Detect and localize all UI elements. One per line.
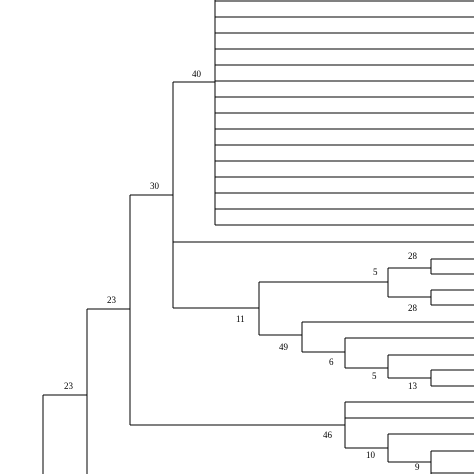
bootstrap-labels: 40 30 23 23 28 5 28 11 49 6 5 13 46 10 9 bbox=[64, 69, 420, 472]
bootstrap-label-node-49: 49 bbox=[279, 342, 289, 352]
bootstrap-label-node-13: 13 bbox=[408, 381, 418, 391]
tree-branches bbox=[42, 0, 474, 474]
bootstrap-label-node-28-lower: 28 bbox=[408, 303, 418, 313]
bootstrap-label-node-23-lower: 23 bbox=[64, 381, 74, 391]
bootstrap-label-node-46: 46 bbox=[323, 430, 333, 440]
bootstrap-label-node-10: 10 bbox=[366, 450, 376, 460]
bootstrap-label-node-11: 11 bbox=[236, 314, 245, 324]
bootstrap-label-node-5-upper: 5 bbox=[373, 267, 378, 277]
bootstrap-label-node-5-lower: 5 bbox=[372, 371, 377, 381]
bootstrap-label-node-6: 6 bbox=[329, 357, 334, 367]
bootstrap-label-node-40: 40 bbox=[192, 69, 202, 79]
bootstrap-label-node-28-upper: 28 bbox=[408, 251, 418, 261]
bootstrap-label-node-23-upper: 23 bbox=[107, 295, 117, 305]
bootstrap-label-node-30: 30 bbox=[150, 181, 160, 191]
bootstrap-label-node-9: 9 bbox=[415, 462, 420, 472]
